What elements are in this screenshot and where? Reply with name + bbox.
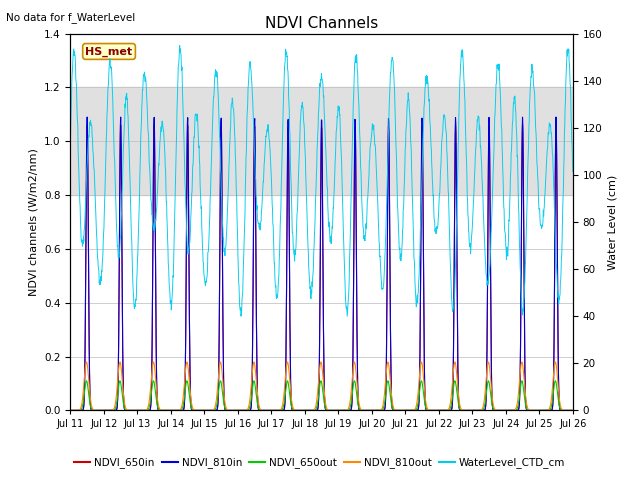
Text: HS_met: HS_met: [86, 47, 132, 57]
Bar: [70, 87, 573, 195]
Y-axis label: Water Level (cm): Water Level (cm): [608, 174, 618, 270]
Title: NDVI Channels: NDVI Channels: [265, 16, 378, 31]
Y-axis label: NDVI channels (W/m2/nm): NDVI channels (W/m2/nm): [29, 148, 38, 296]
Legend: NDVI_650in, NDVI_810in, NDVI_650out, NDVI_810out, WaterLevel_CTD_cm: NDVI_650in, NDVI_810in, NDVI_650out, NDV…: [70, 453, 570, 472]
Text: No data for f_WaterLevel: No data for f_WaterLevel: [6, 12, 136, 23]
